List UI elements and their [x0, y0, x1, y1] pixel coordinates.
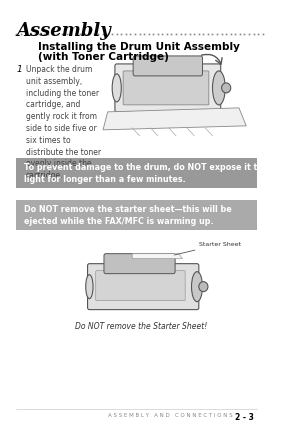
Text: Installing the Drum Unit Assembly: Installing the Drum Unit Assembly	[38, 42, 240, 52]
FancyBboxPatch shape	[133, 56, 202, 76]
Text: Assembly: Assembly	[16, 22, 111, 40]
Text: Do NOT remove the starter sheet—this will be
ejected while the FAX/MFC is warmin: Do NOT remove the starter sheet—this wil…	[24, 205, 232, 226]
Ellipse shape	[86, 275, 93, 299]
FancyArrowPatch shape	[202, 54, 222, 64]
Text: Do NOT remove the Starter Sheet!: Do NOT remove the Starter Sheet!	[75, 322, 208, 331]
Polygon shape	[132, 254, 182, 259]
Ellipse shape	[191, 272, 203, 302]
Polygon shape	[103, 108, 246, 130]
Text: 1: 1	[16, 65, 22, 74]
Text: Starter Sheet: Starter Sheet	[174, 242, 241, 255]
FancyBboxPatch shape	[96, 271, 185, 300]
FancyBboxPatch shape	[16, 200, 257, 230]
Text: (with Toner Cartridge): (with Toner Cartridge)	[38, 52, 169, 62]
Ellipse shape	[212, 71, 225, 105]
FancyBboxPatch shape	[123, 71, 209, 105]
FancyBboxPatch shape	[115, 64, 221, 112]
Circle shape	[199, 282, 208, 292]
Circle shape	[222, 83, 231, 93]
Text: 2 - 3: 2 - 3	[235, 414, 254, 422]
Ellipse shape	[112, 74, 121, 102]
Text: To prevent damage to the drum, do NOT expose it to
light for longer than a few m: To prevent damage to the drum, do NOT ex…	[24, 163, 262, 184]
FancyBboxPatch shape	[88, 264, 199, 310]
Text: Unpack the drum
unit assembly,
including the toner
cartridge, and
gently rock it: Unpack the drum unit assembly, including…	[26, 65, 101, 180]
FancyBboxPatch shape	[16, 158, 257, 188]
FancyBboxPatch shape	[104, 254, 175, 274]
Text: A S S E M B L Y   A N D   C O N N E C T I O N S: A S S E M B L Y A N D C O N N E C T I O …	[108, 414, 232, 419]
